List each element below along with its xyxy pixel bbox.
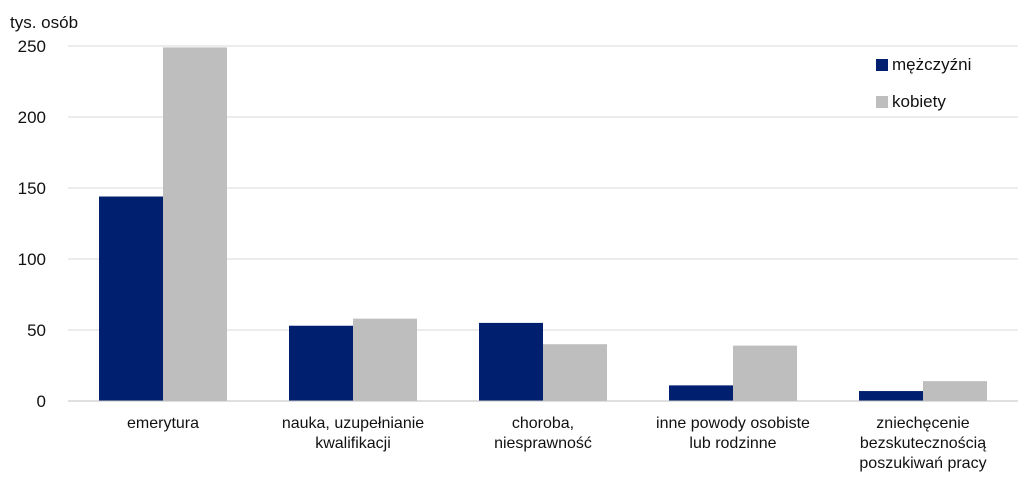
bar-women-3 [543, 344, 607, 401]
legend: mężczyźni kobiety [876, 55, 971, 111]
bar-men-3 [479, 322, 543, 401]
bars [99, 47, 987, 402]
x-axis-labels: emerytura nauka, uzupełnianie kwalifikacji… [127, 415, 987, 472]
bar-women-4 [733, 345, 797, 401]
x-category-label: emerytura [127, 415, 199, 432]
x-category-label: nauka, uzupełnianie kwalifikacji [282, 415, 424, 452]
x-category-label: choroba, niesprawność [494, 415, 592, 452]
bar-men-4 [669, 385, 733, 401]
y-tick-label: 200 [18, 108, 46, 127]
y-axis-unit-label: tys. osób [10, 13, 78, 32]
x-category-label: zniechęcenie bezskutecznością poszukiwań p… [859, 415, 986, 472]
legend-label: mężczyźni [892, 55, 971, 74]
x-category-label: inne powody osobiste lub rodzinne [656, 415, 810, 452]
y-tick-label: 0 [37, 392, 46, 411]
legend-label: kobiety [892, 92, 946, 111]
bar-men-1 [99, 196, 163, 401]
bar-men-2 [289, 325, 353, 401]
y-tick-label: 100 [18, 250, 46, 269]
y-tick-label: 150 [18, 179, 46, 198]
legend-swatch [876, 96, 888, 108]
bar-women-2 [353, 318, 417, 401]
y-tick-label: 50 [27, 321, 46, 340]
bar-women-1 [163, 47, 227, 402]
legend-swatch [876, 59, 888, 71]
bar-women-5 [923, 381, 987, 401]
y-axis-ticks: 0 50 100 150 200 250 [18, 37, 46, 411]
bar-men-5 [859, 391, 923, 401]
y-tick-label: 250 [18, 37, 46, 56]
